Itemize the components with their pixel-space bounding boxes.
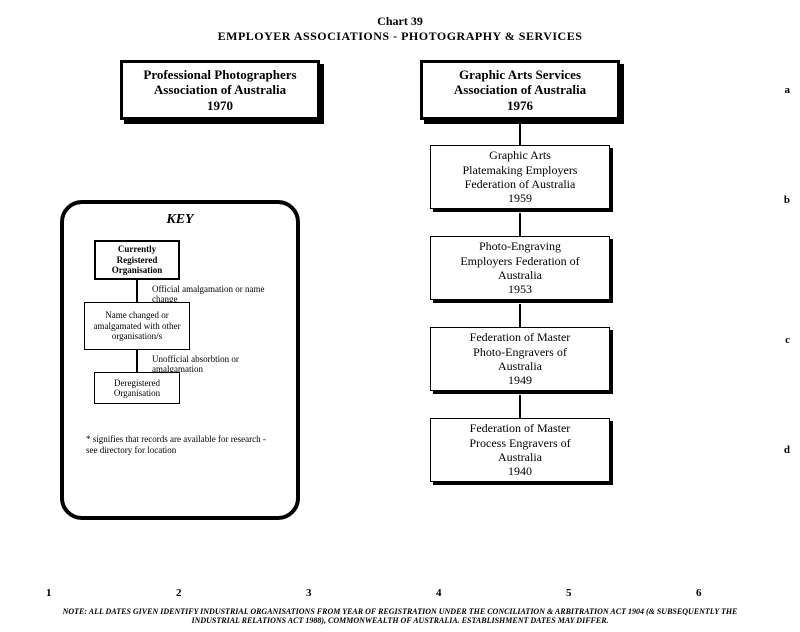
- key-panel: KEY Currently Registered OrganisationOff…: [60, 200, 300, 520]
- key-box-registered: Currently Registered Organisation: [94, 240, 180, 280]
- connector-3: [519, 395, 521, 418]
- node-gape: Graphic ArtsPlatemaking EmployersFederat…: [430, 145, 610, 209]
- node-line: Federation of Master: [470, 330, 571, 344]
- grid-col-1: 1: [46, 587, 52, 599]
- node-line: Graphic Arts Services: [459, 67, 581, 83]
- node-line: Association of Australia: [454, 82, 586, 98]
- node-line: Employers Federation of: [460, 254, 579, 268]
- node-ppa: Professional PhotographersAssociation of…: [120, 60, 320, 120]
- node-line: Process Engravers of: [469, 436, 570, 450]
- grid-col-3: 3: [306, 587, 312, 599]
- chart-header: Chart 39 EMPLOYER ASSOCIATIONS - PHOTOGR…: [0, 0, 800, 44]
- node-gasa: Graphic Arts ServicesAssociation of Aust…: [420, 60, 620, 120]
- node-fmpe: Federation of MasterPhoto-Engravers ofAu…: [430, 327, 610, 391]
- node-line: 1953: [508, 282, 532, 296]
- grid-col-6: 6: [696, 587, 702, 599]
- chart-title: EMPLOYER ASSOCIATIONS - PHOTOGRAPHY & SE…: [0, 29, 800, 44]
- node-line: 1949: [508, 373, 532, 387]
- connector-1: [519, 213, 521, 236]
- key-box-deregistered: Deregistered Organisation: [94, 372, 180, 404]
- node-line: Australia: [498, 450, 542, 464]
- grid-col-4: 4: [436, 587, 442, 599]
- connector-0: [519, 124, 521, 145]
- key-footnote: * signifies that records are available f…: [86, 434, 276, 456]
- grid-col-2: 2: [176, 587, 182, 599]
- chart-number: Chart 39: [0, 14, 800, 29]
- key-line-2: [136, 350, 138, 372]
- connector-2: [519, 304, 521, 327]
- grid-row-a: a: [785, 84, 791, 96]
- key-line-1: [136, 280, 138, 302]
- node-line: Federation of Master: [470, 421, 571, 435]
- node-line: 1940: [508, 464, 532, 478]
- node-line: Professional Photographers: [143, 67, 296, 83]
- node-line: 1976: [507, 98, 533, 114]
- node-line: 1959: [508, 191, 532, 205]
- grid-col-5: 5: [566, 587, 572, 599]
- node-fmproc: Federation of MasterProcess Engravers of…: [430, 418, 610, 482]
- node-line: Platemaking Employers: [463, 163, 578, 177]
- node-line: Australia: [498, 268, 542, 282]
- grid-row-c: c: [785, 334, 790, 346]
- key-box-changed: Name changed or amalgamated with other o…: [84, 302, 190, 350]
- node-line: Graphic Arts: [489, 148, 551, 162]
- page-footnote: NOTE: ALL DATES GIVEN IDENTIFY INDUSTRIA…: [0, 607, 800, 626]
- grid-row-d: d: [784, 444, 790, 456]
- grid-row-b: b: [784, 194, 790, 206]
- node-line: 1970: [207, 98, 233, 114]
- node-line: Australia: [498, 359, 542, 373]
- node-line: Association of Australia: [154, 82, 286, 98]
- node-line: Photo-Engravers of: [473, 345, 567, 359]
- node-peef: Photo-EngravingEmployers Federation ofAu…: [430, 236, 610, 300]
- key-title: KEY: [64, 212, 296, 228]
- node-line: Federation of Australia: [465, 177, 576, 191]
- node-line: Photo-Engraving: [479, 239, 561, 253]
